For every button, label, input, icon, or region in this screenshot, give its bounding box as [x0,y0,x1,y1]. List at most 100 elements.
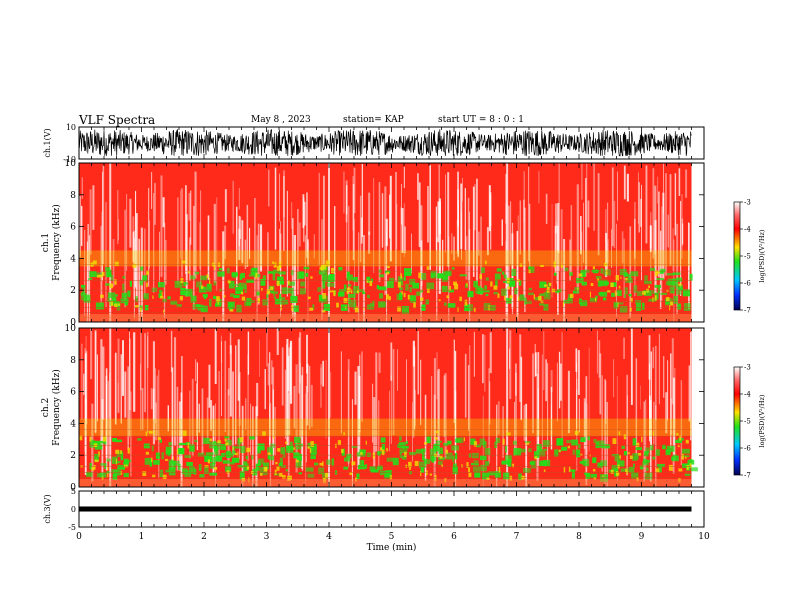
ch2-spec-band-cell [307,473,315,479]
ch2-spec-band-cell [206,452,214,456]
ch2-spec-band-cell [528,448,532,453]
ch2-spec-streak [417,331,419,395]
ch1-spec-edge-cell [320,264,324,271]
ch2-spec-streak [397,349,398,391]
ch1-ylabel-channel: ch.1 [41,233,51,252]
ch1-spec-streak [447,172,450,267]
ch2-spec-edge-cell [619,455,621,459]
ch2-spec-band-cell [593,439,597,443]
ch2-spec-edge-cell [277,448,281,452]
ch1-spec-edge-cell [118,303,121,306]
ch2-spec-band-cell [672,454,678,459]
ch2-spec-streak [515,372,517,456]
ch1-spec-band-cell [200,275,208,281]
ch2-spec-streak [264,369,266,410]
ch2-spec-band-cell [251,455,254,460]
ch1-spec-streak [385,218,388,247]
ch1-spec-band-cell [543,292,551,300]
ch1-spec-streak [132,216,135,262]
ch2-spec-band-cell [571,439,579,446]
ch1-spec-streak [165,239,167,285]
ch1-spec-edge-cell [114,279,117,285]
ch1-spec-edge-cell [549,282,552,286]
ch1-ytick-label: 10 [66,123,76,132]
x-tick-label: 10 [698,532,710,542]
ch1-spec-streak [180,190,181,258]
x-tick-label: 0 [76,532,82,542]
ch1-spec-streak [190,190,192,245]
ch1-spec-streak [323,175,325,273]
ch2-spec-streak [229,345,232,417]
ch2-spec-streak [655,405,657,495]
ch2-spec-streak [645,399,647,475]
ch2-spec-streak [144,333,146,413]
ch2-spec-band-cell [326,459,331,465]
ch2-spec-edge-cell [282,475,286,479]
ch1-spec-edge-cell [420,297,424,301]
ch2-spec-streak [155,402,157,441]
ch2-spec-streak [652,347,654,369]
ch1-spec-band-cell [660,268,666,273]
ch2-spec-streak [640,385,641,410]
ch1-colorbar-scale [733,201,741,311]
ch2-spec-streak [599,353,602,415]
ch2-spec-band-cell [386,457,394,462]
ch2-spec-streak [286,338,289,448]
ch2-spec-band-cell [623,451,627,456]
ch1-spec-band-cell [276,279,285,285]
ch1-spec-streak [81,205,83,246]
ch2-spec-edge-cell [592,469,596,472]
ch1-spec-streak [597,173,600,256]
ch1-spec-edge-cell [597,278,599,282]
ch1-spec-streak [283,170,285,218]
ch1-spec-band-cell [459,274,467,277]
ch2-spec-streak [293,385,296,429]
ch2-spec-streak [305,393,307,485]
ch2-spec-band-cell [215,455,223,462]
ch1-spec-edge-cell [497,293,500,298]
ch1-spec-streak [124,209,127,308]
ch2-spec-band-cell [177,463,181,471]
ch2-spec-band-cell [571,471,575,479]
ch1-spec-band-cell [246,279,254,283]
ch2-spec-band-cell [584,472,588,475]
ch2-spec-band-cell [534,451,540,458]
ch2-spec-band-cell [569,469,576,472]
ch1-spec-streak [685,169,688,198]
ch1-spec-edge-cell [397,281,401,288]
ch2-spec-band-cell [278,462,283,467]
ch2-spec-band-cell [155,452,160,459]
ch1-spec-streak [193,205,195,310]
ch2-spec-band-cell [454,452,458,460]
ch2-spec-streak [437,368,440,457]
ch1-spec-streak [400,207,402,299]
ch1-spec-streak [607,202,609,270]
ch2-spec-edge-cell [94,459,99,463]
ch1-spec-streak [421,240,423,286]
ch1-spec-edge-cell [161,292,163,296]
ch2-spec-edge-cell [225,442,229,446]
ch2-spec-streak [351,399,353,504]
ch2-spec-band-cell [178,442,187,446]
ch2-spec-edge-cell [309,448,312,453]
ch1-spec-edge-cell [309,307,314,311]
ch2-spec-streak [307,364,309,392]
ch2-spec-streak [287,355,290,392]
ch1-spec-streak [581,231,583,285]
ch1-spec-band-cell [682,289,690,297]
ch1-spec-band-cell [643,290,652,296]
ch2-spec-band-cell [561,446,568,451]
ch2-spec-band-cell [452,466,458,475]
ch1-spec-streak [457,200,459,256]
ch2-spec-edge-cell [234,453,238,456]
ch1-spec-band-cell [233,294,240,299]
ch2-spec-band-cell [168,442,172,447]
ch2-spec-streak [271,360,273,385]
ch1-spec-band-cell [477,287,484,295]
ch2-spec-band-cell [296,454,302,462]
ch2-spec-edge-cell [439,455,443,459]
ch2-spec-streak [532,353,534,434]
ch1-ytick-label: 10 [65,159,77,169]
ch1-spec-band-cell [528,292,534,296]
ch2-spec-band-cell [600,460,607,467]
